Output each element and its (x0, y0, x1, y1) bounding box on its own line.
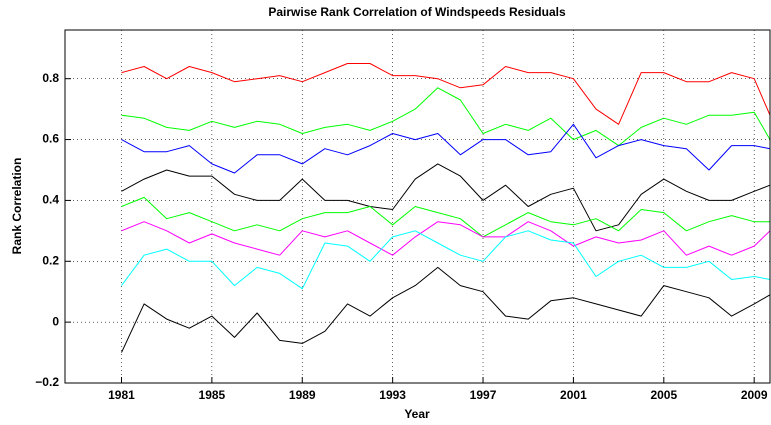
x-tick-label: 2001 (560, 388, 587, 402)
series-line (121, 221, 771, 256)
y-tick-label: 0.4 (42, 193, 59, 207)
series-line (121, 266, 771, 353)
x-tick-label: 2005 (650, 388, 677, 402)
x-tick-label: 2009 (741, 388, 768, 402)
y-tick-label: 0.2 (42, 253, 59, 267)
series-line (121, 230, 771, 290)
plot-frame (64, 29, 771, 384)
series-line (121, 63, 771, 125)
y-tick-label: 0.6 (42, 132, 59, 146)
series-line (121, 196, 770, 238)
x-tick-label: 1985 (199, 388, 226, 402)
series-line (121, 163, 771, 232)
y-tick-label: −0.2 (35, 375, 59, 389)
y-axis-label: Rank Correlation (10, 158, 24, 255)
chart-title: Pairwise Rank Correlation of Windspeeds … (268, 5, 566, 19)
x-axis-label: Year (404, 407, 430, 421)
y-tick-label: 0.8 (42, 71, 59, 85)
x-tick-label: 1989 (289, 388, 316, 402)
series-line (121, 123, 771, 174)
y-tick-label: 0 (52, 314, 59, 328)
x-tick-label: 1981 (108, 388, 135, 402)
x-tick-label: 1993 (379, 388, 406, 402)
x-tick-label: 1997 (470, 388, 497, 402)
series-line (121, 87, 771, 147)
